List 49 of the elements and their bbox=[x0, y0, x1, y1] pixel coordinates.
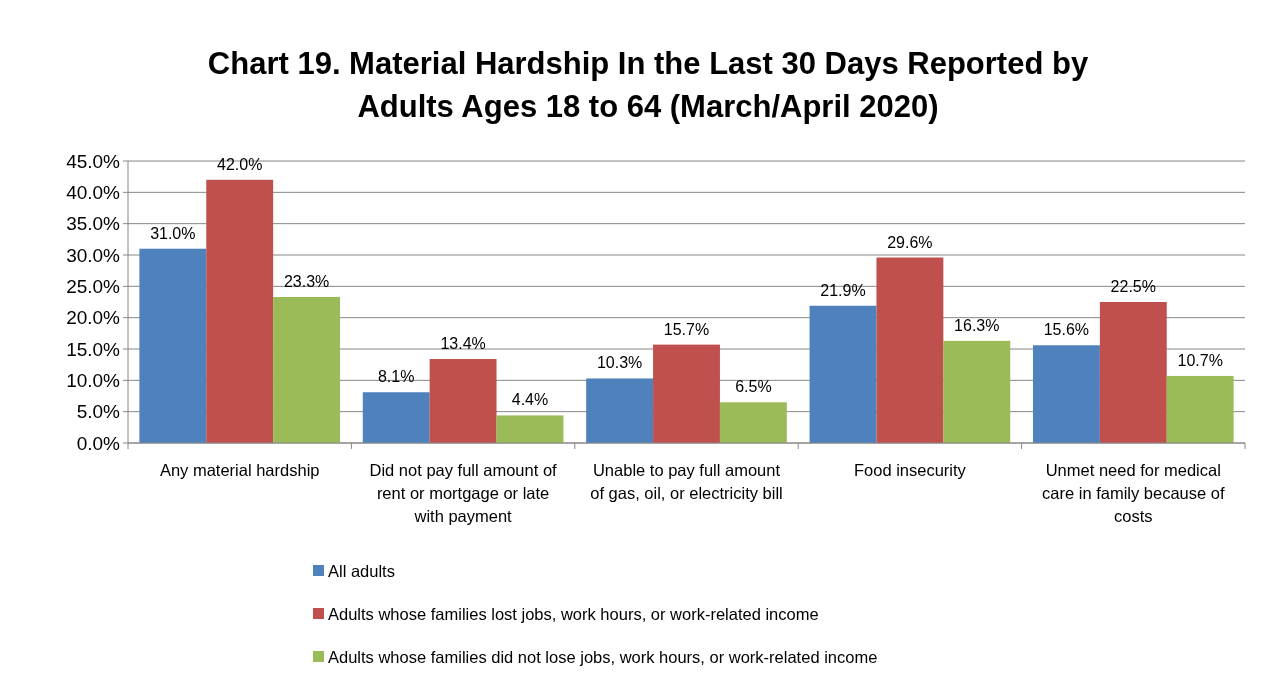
data-label: 16.3% bbox=[954, 316, 1000, 334]
legend-label: All adults bbox=[328, 561, 395, 580]
y-tick-label: 15.0% bbox=[66, 338, 121, 360]
x-tick-label: Unable to pay full amount of gas, oil, or electricity bill bbox=[590, 461, 783, 502]
bar bbox=[362, 392, 430, 443]
bar bbox=[1166, 375, 1234, 443]
y-tick-label: 20.0% bbox=[66, 307, 121, 329]
bar bbox=[586, 378, 654, 443]
data-label: 6.5% bbox=[735, 378, 772, 396]
bar bbox=[273, 296, 341, 443]
x-tick-label: Food insecurity bbox=[853, 461, 967, 479]
bar bbox=[809, 305, 877, 443]
data-label: 8.1% bbox=[377, 368, 415, 386]
data-label: 15.6% bbox=[1043, 321, 1090, 339]
data-label: 42.0% bbox=[217, 155, 263, 173]
bar bbox=[1099, 302, 1167, 443]
chart-title: Chart 19. Material Hardship In the Last 30 Days Reported by Adults Ages 18 to 64 (March/April 2020) bbox=[207, 46, 1089, 124]
data-label: 10.3% bbox=[596, 354, 643, 372]
y-tick-label: 40.0% bbox=[66, 181, 121, 203]
data-label: 10.7% bbox=[1177, 351, 1223, 369]
bar bbox=[206, 179, 274, 443]
x-tick-label: Did not pay full amount of rent or mortgage or late with payment bbox=[369, 461, 558, 525]
data-label: 22.5% bbox=[1110, 278, 1156, 295]
bar bbox=[653, 344, 720, 443]
data-label: 21.9% bbox=[820, 281, 866, 299]
bar bbox=[139, 248, 207, 443]
y-tick-label: 30.0% bbox=[66, 244, 121, 266]
legend-label: Adults whose families lost jobs, work hours, or work-related income bbox=[328, 604, 819, 623]
bar bbox=[943, 340, 1011, 443]
data-label: 31.0% bbox=[150, 224, 196, 242]
bar bbox=[429, 359, 497, 443]
bar bbox=[1032, 345, 1100, 443]
data-label: 4.4% bbox=[511, 391, 549, 409]
y-tick-label: 5.0% bbox=[76, 401, 121, 423]
bar bbox=[719, 402, 787, 443]
legend-label: Adults whose families did not lose jobs, work hours, or work-related income bbox=[328, 647, 878, 666]
bar bbox=[876, 257, 944, 443]
data-label: 23.3% bbox=[283, 272, 330, 290]
x-tick-label: Any material hardship bbox=[159, 461, 320, 479]
bar bbox=[496, 415, 564, 443]
y-tick-label: 0.0% bbox=[76, 432, 121, 454]
y-tick-label: 35.0% bbox=[66, 213, 121, 235]
data-label: 13.4% bbox=[440, 335, 486, 353]
y-tick-label: 45.0% bbox=[66, 150, 121, 172]
x-tick-label: Unmet need for medical care in family because of costs bbox=[1042, 461, 1225, 525]
y-tick-label: 25.0% bbox=[66, 275, 121, 297]
data-label: 29.6% bbox=[887, 233, 933, 251]
y-tick-label: 10.0% bbox=[66, 369, 121, 391]
data-label: 15.7% bbox=[663, 320, 710, 338]
